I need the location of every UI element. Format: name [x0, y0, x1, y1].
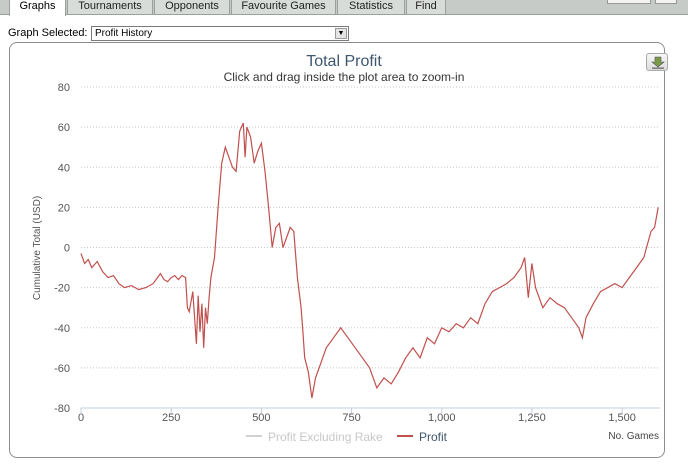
series-line-profit	[80, 122, 659, 399]
graph-select-dropdown[interactable]: Profit History ▼	[91, 26, 349, 41]
chevron-down-icon[interactable]: ▼	[335, 28, 347, 39]
y-tick-label: 40	[58, 162, 70, 174]
y-tick-label: -40	[54, 323, 70, 335]
tab-find[interactable]: Find	[406, 0, 446, 15]
legend-item-profit: Profit	[419, 430, 448, 444]
download-icon	[651, 56, 665, 69]
toolbar-button[interactable]	[607, 0, 651, 4]
y-tick-label: 20	[58, 202, 70, 214]
tab-tournaments[interactable]: Tournaments	[67, 0, 153, 15]
chart-title: Total Profit	[306, 53, 382, 70]
y-axis-title: Cumulative Total (USD)	[32, 196, 43, 300]
export-button[interactable]	[646, 53, 668, 71]
tab-opponents[interactable]: Opponents	[154, 0, 230, 15]
x-tick-label: 500	[252, 412, 270, 424]
toolbar-button[interactable]	[655, 0, 677, 4]
tab-favourite-games[interactable]: Favourite Games	[231, 0, 336, 15]
graph-selected-label: Graph Selected:	[8, 27, 88, 39]
y-tick-label: -60	[54, 363, 70, 375]
x-tick-label: 1,000	[428, 412, 456, 424]
x-tick-label: 1,250	[518, 412, 546, 424]
y-tick-label: 60	[58, 122, 70, 134]
chart-subtitle: Click and drag inside the plot area to z…	[224, 70, 465, 84]
x-tick-label: 750	[342, 412, 360, 424]
y-tick-label: -80	[54, 403, 70, 415]
tab-statistics[interactable]: Statistics	[337, 0, 405, 15]
x-tick-label: 0	[78, 412, 84, 424]
x-tick-label: 250	[162, 412, 180, 424]
graph-select-value: Profit History	[95, 28, 153, 39]
tab-bar: Graphs Tournaments Opponents Favourite G…	[0, 0, 688, 16]
x-axis-title: No. Games	[608, 431, 659, 442]
legend-item-profit-excluding-rake: Profit Excluding Rake	[268, 430, 383, 444]
x-tick-label: 1,500	[608, 412, 636, 424]
y-tick-label: -20	[54, 283, 70, 295]
y-tick-label: 0	[64, 243, 70, 255]
tab-graphs[interactable]: Graphs	[9, 0, 66, 16]
y-tick-label: 80	[58, 82, 70, 94]
chart-panel	[9, 42, 665, 458]
